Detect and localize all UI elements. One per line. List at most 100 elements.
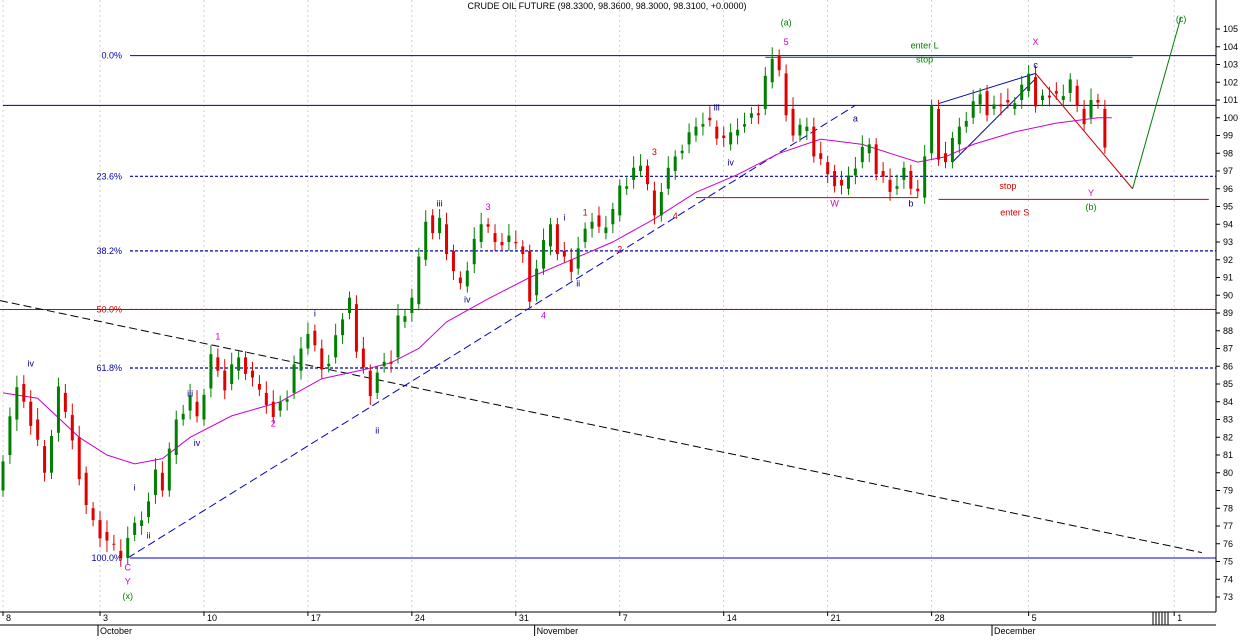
wave-label: 3 [652, 147, 657, 157]
x-tick-label: 17 [311, 613, 321, 623]
candle-body [548, 224, 552, 247]
candle-body [666, 167, 670, 189]
y-tick-label: 101 [1223, 95, 1238, 105]
wave-label: ii [147, 530, 151, 540]
candle-body [285, 399, 289, 402]
candle-body [1013, 103, 1017, 109]
candle-body [673, 156, 677, 171]
candle-body [1096, 100, 1100, 103]
y-tick-label: 105 [1223, 24, 1238, 34]
wave-label: enter S [1000, 207, 1029, 217]
candle-body [98, 520, 102, 539]
candle-body [22, 384, 26, 402]
candle-body [368, 370, 372, 397]
candle-body [867, 144, 871, 154]
x-axis: 8 3 10 17 24 31 7 14 21 28 5 1 October November Decemb… [0, 611, 1216, 636]
candle-body [334, 335, 338, 358]
candle-body [493, 233, 497, 242]
wave-label: i [563, 213, 565, 223]
candle-body [881, 171, 885, 177]
candle-body [999, 104, 1003, 107]
candle-body [971, 101, 975, 118]
x-tick-label: 10 [207, 613, 217, 623]
wave-label: iv [464, 294, 471, 304]
y-tick-label: 75 [1223, 557, 1233, 567]
candle-body [791, 108, 795, 136]
candle-body [195, 401, 199, 417]
candle-body [528, 250, 532, 302]
candle-body [140, 520, 144, 526]
fib-label: 23.6% [96, 171, 122, 181]
candle-body [888, 179, 892, 192]
candle-body [292, 364, 296, 393]
candle-body [77, 437, 81, 480]
candle-body [375, 372, 379, 393]
candle-body [160, 472, 164, 491]
y-tick-label: 100 [1223, 113, 1238, 123]
candle-body [659, 191, 663, 216]
candle-body [957, 126, 961, 145]
candle-body [445, 224, 449, 255]
candle-body [202, 394, 206, 420]
candle-body [930, 105, 934, 154]
candle-body [8, 416, 12, 455]
candle-body [1075, 85, 1079, 106]
candle-body [1089, 100, 1093, 118]
candle-body [479, 224, 483, 242]
wave-label: 2 [271, 419, 276, 429]
wave-label: W [830, 199, 839, 209]
candle-body [1, 461, 5, 491]
candle-body [410, 297, 414, 313]
candle-body [576, 248, 580, 269]
y-tick-label: 82 [1223, 432, 1233, 442]
candle-body [1103, 108, 1107, 148]
x-tick-label: 14 [727, 613, 737, 623]
fib-labels: 0.0% 23.6% 38.2% 50.0% 61.8% 100.0% [91, 51, 122, 563]
wave-label: iii [187, 388, 193, 398]
candle-body [264, 392, 268, 405]
wave-label: 1 [583, 207, 588, 217]
candle-body [181, 413, 185, 420]
candle-body [937, 108, 941, 160]
candle-body [763, 75, 767, 109]
candle-body [652, 190, 656, 216]
candle-body [237, 357, 241, 371]
wave-label: i [134, 483, 136, 493]
x-tick-label: 1 [1177, 613, 1182, 623]
wave-label: iv [27, 358, 34, 368]
y-tick-label: 92 [1223, 255, 1233, 265]
candle-body [708, 117, 712, 121]
y-tick-label: 103 [1223, 60, 1238, 70]
y-tick-label: 94 [1223, 219, 1233, 229]
y-tick-label: 83 [1223, 415, 1233, 425]
wave-label: iv [727, 158, 734, 168]
candle-body [43, 446, 47, 473]
wave-label: (b) [1086, 202, 1097, 212]
wave-label: 4 [673, 211, 678, 221]
y-tick-label: 88 [1223, 326, 1233, 336]
candle-body [1047, 95, 1051, 98]
projection-up [1132, 16, 1182, 189]
candle-body [964, 120, 968, 127]
candle-body [167, 448, 171, 491]
candle-body [216, 357, 220, 371]
candle-body [632, 167, 636, 180]
candle-body [278, 401, 282, 411]
projection-down [1035, 73, 1133, 190]
x-tick-label: 24 [415, 613, 425, 623]
y-tick-label: 78 [1223, 503, 1233, 513]
candle-body [992, 104, 996, 109]
candle-body [736, 129, 740, 136]
candle-body [895, 186, 899, 189]
fib-label: 0.0% [101, 51, 122, 61]
candle-body [770, 58, 774, 83]
candle-body [860, 146, 864, 163]
wave-label: iv [194, 438, 201, 448]
candle-body [978, 94, 982, 105]
wave-label: (x) [122, 591, 133, 601]
candle-body [743, 124, 747, 127]
candle-body [500, 242, 504, 246]
y-tick-label: 79 [1223, 486, 1233, 496]
candle-body [153, 469, 157, 495]
candle-body [902, 167, 906, 180]
